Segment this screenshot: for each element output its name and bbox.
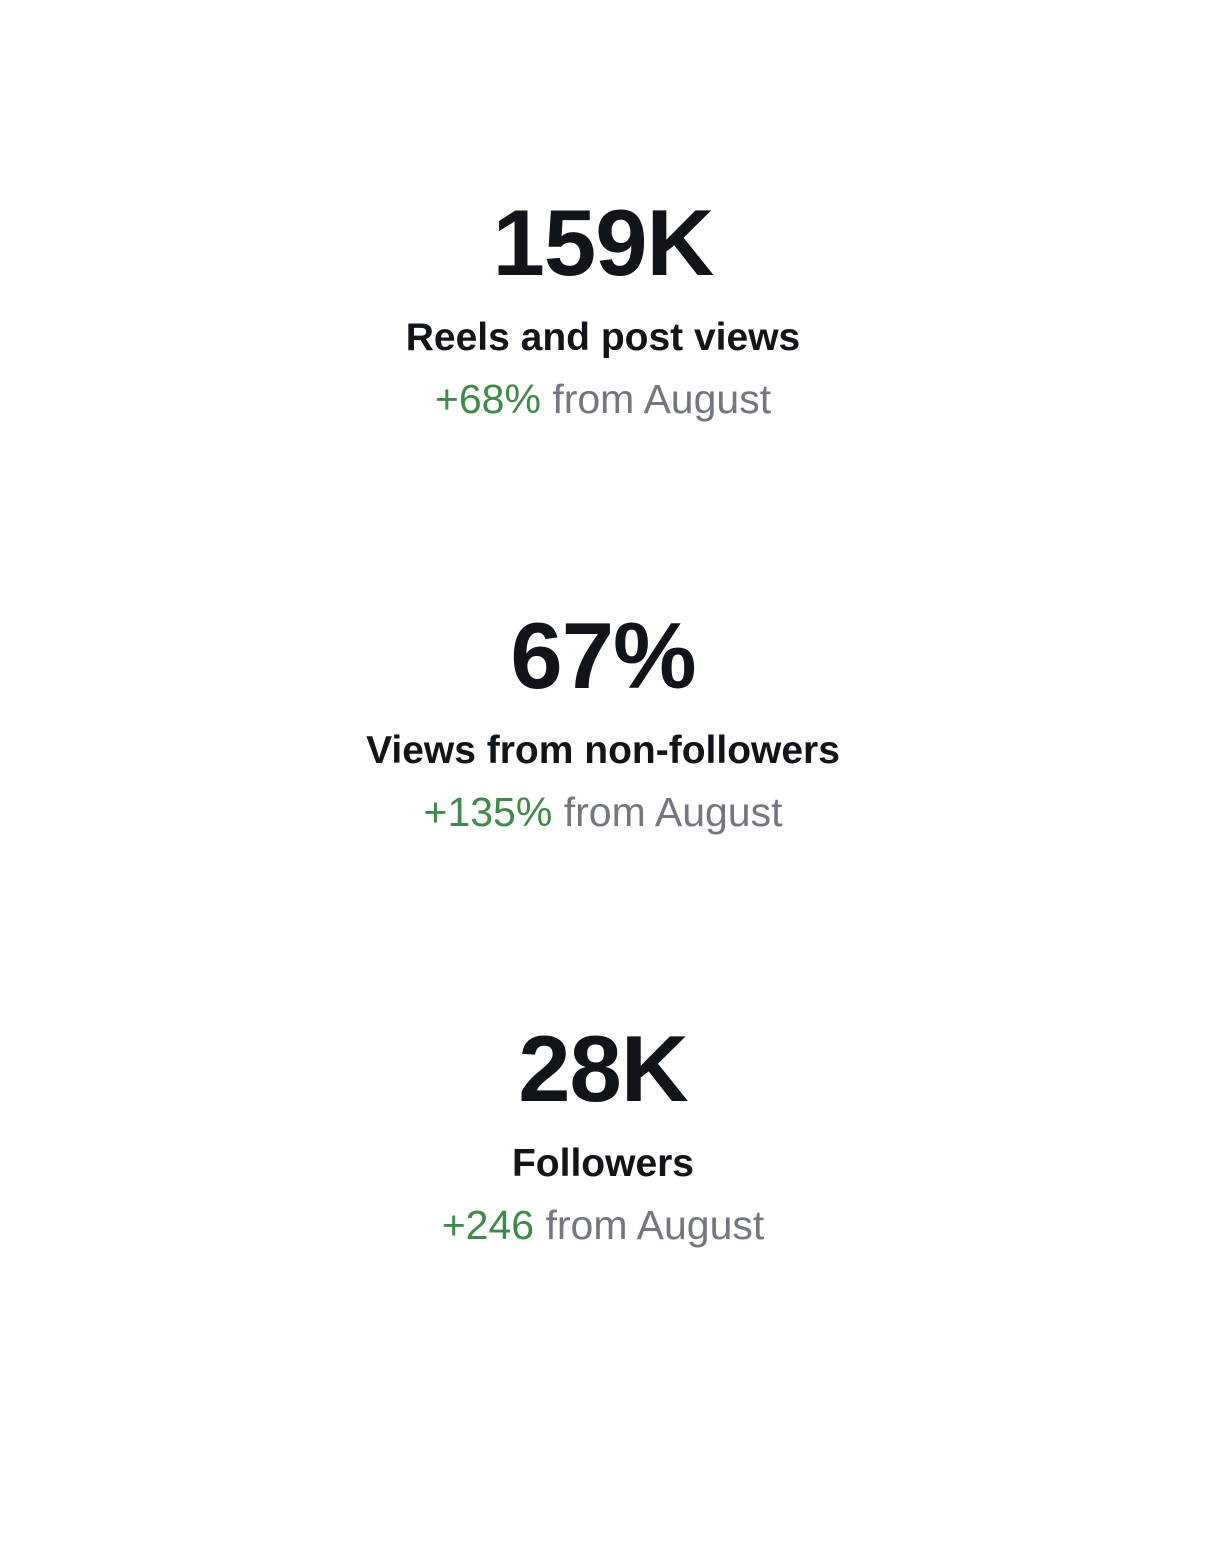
- stat-value: 159K: [492, 190, 715, 295]
- stat-label: Views from non-followers: [366, 729, 840, 772]
- stat-change: +246 from August: [0, 1202, 1206, 1248]
- stat-value: 67%: [510, 603, 696, 708]
- change-delta: +135%: [423, 789, 553, 835]
- change-suffix: from August: [563, 789, 783, 835]
- stat-label: Reels and post views: [405, 316, 801, 359]
- change-delta: +68%: [434, 376, 541, 422]
- stat-change: +135% from August: [0, 789, 1206, 835]
- stat-label: Followers: [511, 1142, 695, 1185]
- stat-value: 28K: [518, 1016, 688, 1121]
- change-delta: +246: [441, 1202, 535, 1248]
- stat-change: +68% from August: [0, 376, 1206, 422]
- change-suffix: from August: [552, 376, 772, 422]
- change-suffix: from August: [545, 1202, 765, 1248]
